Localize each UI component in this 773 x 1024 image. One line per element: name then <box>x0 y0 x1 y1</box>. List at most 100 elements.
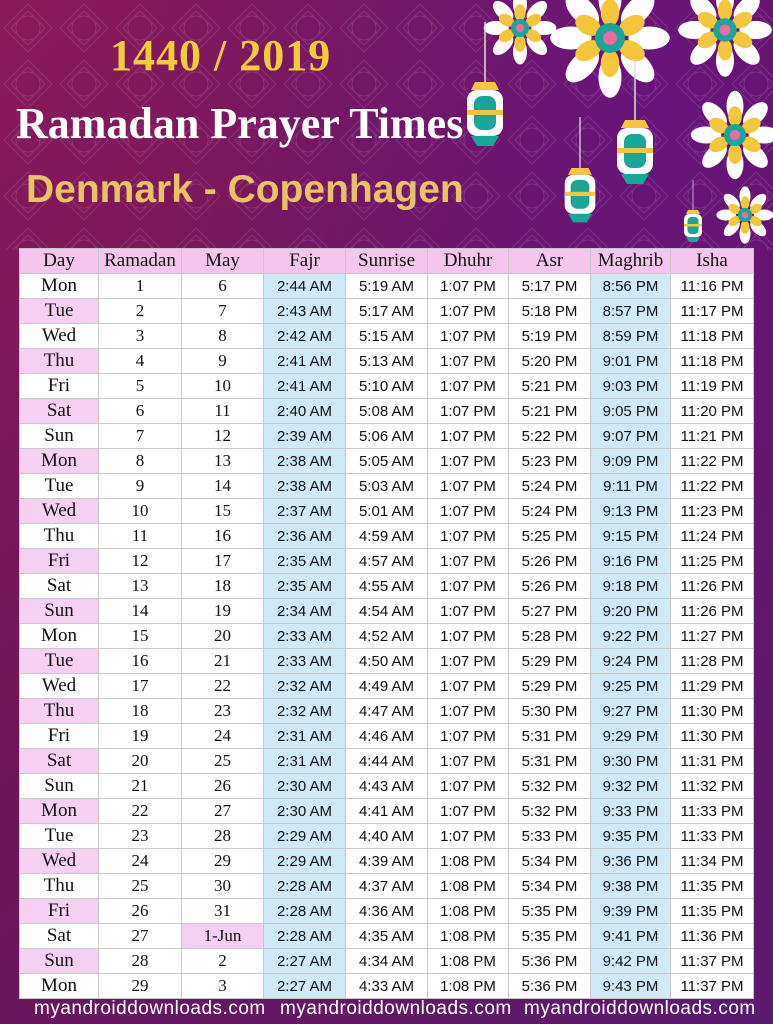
cell-day: Sun <box>19 423 99 449</box>
cell-maghrib: 9:01 PM <box>590 348 671 374</box>
cell-isha: 11:37 PM <box>670 973 754 999</box>
column-header-ram: Ramadan <box>98 248 182 274</box>
cell-day: Mon <box>19 448 99 474</box>
cell-ram: 11 <box>98 523 182 549</box>
cell-maghrib: 9:03 PM <box>590 373 671 399</box>
cell-fajr: 2:31 AM <box>263 723 346 749</box>
table-row: Sat 27 1-Jun 2:28 AM 4:35 AM 1:08 PM 5:35 PM 9:… <box>19 923 754 949</box>
cell-sunrise: 5:13 AM <box>345 348 428 374</box>
cell-fajr: 2:32 AM <box>263 698 346 724</box>
table-row: Wed 3 8 2:42 AM 5:15 AM 1:07 PM 5:19 PM 8:59 PM… <box>19 323 754 349</box>
cell-may: 16 <box>181 523 264 549</box>
cell-ram: 4 <box>98 348 182 374</box>
cell-may: 17 <box>181 548 264 574</box>
cell-isha: 11:19 PM <box>670 373 754 399</box>
cell-sunrise: 5:05 AM <box>345 448 428 474</box>
cell-maghrib: 9:07 PM <box>590 423 671 449</box>
cell-dhuhr: 1:07 PM <box>427 298 509 324</box>
cell-day: Thu <box>19 348 99 374</box>
cell-asr: 5:18 PM <box>508 298 591 324</box>
cell-sunrise: 4:52 AM <box>345 623 428 649</box>
cell-fajr: 2:28 AM <box>263 873 346 899</box>
cell-fajr: 2:42 AM <box>263 323 346 349</box>
cell-maghrib: 9:20 PM <box>590 598 671 624</box>
table-row: Thu 4 9 2:41 AM 5:13 AM 1:07 PM 5:20 PM 9:01 PM… <box>19 348 754 374</box>
cell-asr: 5:27 PM <box>508 598 591 624</box>
cell-sunrise: 4:33 AM <box>345 973 428 999</box>
cell-sunrise: 4:40 AM <box>345 823 428 849</box>
cell-may: 29 <box>181 848 264 874</box>
cell-isha: 11:23 PM <box>670 498 754 524</box>
table-row: Sun 14 19 2:34 AM 4:54 AM 1:07 PM 5:27 PM 9:20 … <box>19 598 754 624</box>
cell-may: 13 <box>181 448 264 474</box>
cell-may: 15 <box>181 498 264 524</box>
cell-isha: 11:36 PM <box>670 923 754 949</box>
prayer-times-table: Day Ramadan May Fajr Sunrise Dhuhr Asr Maghrib I… <box>19 248 754 999</box>
cell-sunrise: 4:36 AM <box>345 898 428 924</box>
cell-day: Wed <box>19 848 99 874</box>
table-row: Tue 2 7 2:43 AM 5:17 AM 1:07 PM 5:18 PM 8:57 PM… <box>19 298 754 324</box>
cell-sunrise: 5:10 AM <box>345 373 428 399</box>
cell-isha: 11:30 PM <box>670 723 754 749</box>
cell-asr: 5:26 PM <box>508 548 591 574</box>
cell-may: 11 <box>181 398 264 424</box>
cell-isha: 11:35 PM <box>670 873 754 899</box>
cell-dhuhr: 1:07 PM <box>427 773 509 799</box>
cell-dhuhr: 1:07 PM <box>427 698 509 724</box>
table-row: Fri 26 31 2:28 AM 4:36 AM 1:08 PM 5:35 PM 9:39 … <box>19 898 754 924</box>
cell-sunrise: 5:08 AM <box>345 398 428 424</box>
cell-may: 8 <box>181 323 264 349</box>
cell-ram: 14 <box>98 598 182 624</box>
cell-day: Fri <box>19 898 99 924</box>
watermark-bottom-left: myandroiddownloads.com <box>34 998 266 1019</box>
cell-sunrise: 5:17 AM <box>345 298 428 324</box>
cell-dhuhr: 1:08 PM <box>427 973 509 999</box>
cell-ram: 24 <box>98 848 182 874</box>
cell-asr: 5:32 PM <box>508 798 591 824</box>
column-header-maghrib: Maghrib <box>590 248 671 274</box>
cell-fajr: 2:29 AM <box>263 823 346 849</box>
cell-dhuhr: 1:07 PM <box>427 548 509 574</box>
column-header-isha: Isha <box>670 248 754 274</box>
cell-fajr: 2:41 AM <box>263 373 346 399</box>
cell-maghrib: 8:56 PM <box>590 273 671 299</box>
cell-asr: 5:30 PM <box>508 698 591 724</box>
cell-ram: 15 <box>98 623 182 649</box>
cell-isha: 11:18 PM <box>670 348 754 374</box>
cell-day: Wed <box>19 673 99 699</box>
cell-dhuhr: 1:08 PM <box>427 948 509 974</box>
cell-maghrib: 8:57 PM <box>590 298 671 324</box>
cell-asr: 5:29 PM <box>508 673 591 699</box>
cell-fajr: 2:41 AM <box>263 348 346 374</box>
cell-isha: 11:34 PM <box>670 848 754 874</box>
cell-day: Thu <box>19 873 99 899</box>
cell-dhuhr: 1:07 PM <box>427 473 509 499</box>
cell-dhuhr: 1:07 PM <box>427 648 509 674</box>
cell-day: Tue <box>19 648 99 674</box>
cell-maghrib: 9:18 PM <box>590 573 671 599</box>
cell-may: 28 <box>181 823 264 849</box>
cell-asr: 5:35 PM <box>508 898 591 924</box>
cell-fajr: 2:32 AM <box>263 673 346 699</box>
column-header-may: May <box>181 248 264 274</box>
cell-dhuhr: 1:07 PM <box>427 673 509 699</box>
cell-ram: 25 <box>98 873 182 899</box>
cell-ram: 6 <box>98 398 182 424</box>
cell-fajr: 2:35 AM <box>263 548 346 574</box>
cell-isha: 11:25 PM <box>670 548 754 574</box>
cell-asr: 5:35 PM <box>508 923 591 949</box>
table-row: Sat 20 25 2:31 AM 4:44 AM 1:07 PM 5:31 PM 9:30 … <box>19 748 754 774</box>
cell-ram: 20 <box>98 748 182 774</box>
cell-isha: 11:37 PM <box>670 948 754 974</box>
cell-isha: 11:31 PM <box>670 748 754 774</box>
cell-ram: 16 <box>98 648 182 674</box>
cell-maghrib: 9:05 PM <box>590 398 671 424</box>
cell-isha: 11:30 PM <box>670 698 754 724</box>
cell-maghrib: 9:29 PM <box>590 723 671 749</box>
cell-dhuhr: 1:07 PM <box>427 398 509 424</box>
cell-may: 6 <box>181 273 264 299</box>
cell-maghrib: 9:16 PM <box>590 548 671 574</box>
cell-sunrise: 5:01 AM <box>345 498 428 524</box>
cell-fajr: 2:27 AM <box>263 948 346 974</box>
cell-may: 14 <box>181 473 264 499</box>
